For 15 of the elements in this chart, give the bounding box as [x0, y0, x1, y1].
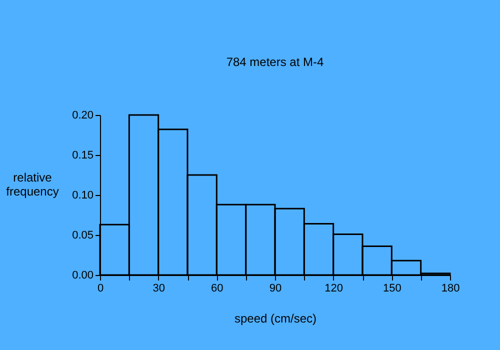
- y-tick-label: 0.10: [72, 190, 94, 202]
- chart-title: 784 meters at M-4: [226, 55, 324, 69]
- y-tick-label: 0.05: [72, 230, 94, 242]
- y-axis-title: relative frequency: [6, 170, 59, 198]
- x-tick-label: 180: [441, 282, 460, 294]
- y-tick-label: 0.15: [72, 150, 94, 162]
- x-tick-label: 150: [382, 282, 402, 294]
- x-tick-label: 60: [211, 282, 224, 294]
- y-tick-label: 0.20: [72, 110, 94, 122]
- x-tick-label: 120: [324, 282, 344, 294]
- x-axis-title: speed (cm/sec): [234, 312, 317, 326]
- x-tick-label: 90: [269, 282, 282, 294]
- x-tick-label: 30: [152, 282, 165, 294]
- y-tick-label: 0.00: [72, 270, 94, 282]
- x-tick-label: 0: [97, 282, 104, 294]
